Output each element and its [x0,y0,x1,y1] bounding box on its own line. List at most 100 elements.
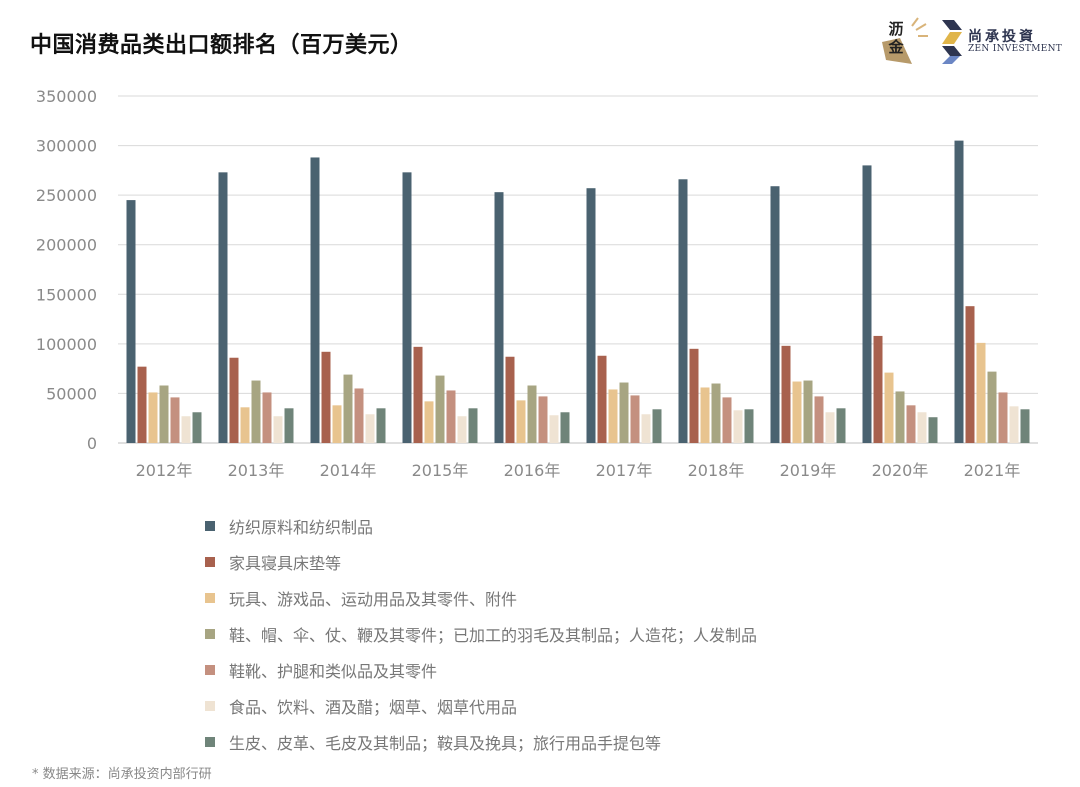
bar [126,200,136,443]
bar [965,306,975,443]
bar [836,408,846,443]
bar [516,400,526,443]
x-tick-label: 2021年 [964,461,1021,480]
bar [976,342,986,443]
bar [159,385,169,443]
bar [494,192,504,443]
legend-swatch [205,737,215,747]
bar-chart: 0 50000 100000 150000 200000 250000 300000 3500… [36,87,1038,480]
lijin-logo-text: 沥金 [888,20,904,56]
bar [652,409,662,443]
legend-label: 鞋靴、护腿和类似品及其零件 [229,662,438,681]
bar [770,186,780,443]
bar [262,392,272,443]
bar [700,387,710,443]
bar [549,415,559,443]
bar [181,416,191,443]
bar [137,366,147,443]
chart-legend: 纺织原料和纺织制品 家具寝具床垫等玩具、游戏品、运动用品及其零件、附件 鞋、帽、伞、… [205,508,757,760]
bar [343,374,353,443]
bar [722,397,732,443]
legend-item: 玩具、游戏品、运动用品及其零件、附件 [205,580,757,616]
y-tick-label: 0 [87,434,97,453]
bar [284,408,294,443]
bar [1020,409,1030,443]
bar [446,390,456,443]
x-tick-label: 2019年 [780,461,837,480]
legend-item: 生皮、皮革、毛皮及其制品；鞍具及挽具；旅行用品手提包等 [205,724,757,760]
bar [711,383,721,443]
footnote: * 数据来源：尚承投资内部行研 [32,767,212,782]
legend-item: 家具寝具床垫等 [205,544,757,580]
legend-item: 纺织原料和纺织制品 [205,508,757,544]
x-tick-label: 2014年 [320,461,377,480]
legend-swatch [205,665,215,675]
x-tick-label: 2017年 [596,461,653,480]
bar [906,405,916,443]
bar [273,416,283,443]
chart-title: 中国消费品类出口额排名（百万美元） [30,33,413,58]
bar [678,179,688,443]
bar [218,172,228,443]
bar [354,388,364,443]
y-tick-label: 300000 [36,137,97,156]
legend-item: 食品、饮料、酒及醋；烟草、烟草代用品 [205,688,757,724]
y-tick-label: 150000 [36,285,97,304]
bar [689,348,699,443]
bar [619,382,629,443]
bar [987,371,997,443]
bar [792,381,802,443]
y-tick-label: 200000 [36,236,97,255]
bar [1009,406,1019,443]
x-tick-label: 2012年 [136,461,193,480]
x-tick-label: 2015年 [412,461,469,480]
x-tick-label: 2016年 [504,461,561,480]
y-tick-label: 350000 [36,87,97,106]
bar [527,385,537,443]
legend-swatch [205,557,215,567]
bar [630,395,640,443]
y-tick-label: 250000 [36,186,97,205]
bar [538,396,548,443]
bar [505,356,515,443]
bar [825,412,835,443]
bar [192,412,202,443]
legend-swatch [205,629,215,639]
bar [895,391,905,443]
bar [240,407,250,443]
bar [917,412,927,443]
zen-investment-logo-en: ZEN INVESTMENT [968,44,1063,54]
legend-label: 纺织原料和纺织制品 [229,518,374,537]
legend-swatch [205,701,215,711]
bar [170,397,180,443]
legend-swatch [205,521,215,531]
legend-item: 鞋、帽、伞、仗、鞭及其零件；已加工的羽毛及其制品；人造花；人发制品 [205,616,757,652]
bar [435,375,445,443]
bar [424,401,434,443]
bar [229,357,239,443]
legend-item: 鞋靴、护腿和类似品及其零件 [205,652,757,688]
legend-label: 生皮、皮革、毛皮及其制品；鞍具及挽具；旅行用品手提包等 [229,734,662,753]
bar [641,414,651,443]
bar [954,140,964,443]
bar [321,351,331,443]
x-tick-label: 2018年 [688,461,745,480]
bar [733,410,743,443]
y-tick-label: 50000 [46,384,97,403]
bar [781,345,791,443]
bar [365,414,375,443]
bar [148,392,158,443]
bar [310,157,320,443]
legend-label: 食品、饮料、酒及醋；烟草、烟草代用品 [229,698,518,717]
bar [744,409,754,443]
legend-label: 家具寝具床垫等 [229,554,342,573]
bar [413,346,423,443]
zen-investment-logo-icon [942,20,962,64]
bar [862,165,872,443]
bar [468,408,478,443]
bar [803,380,813,443]
bar [251,380,261,443]
x-tick-label: 2013年 [228,461,285,480]
zen-investment-logo-cn: 尚承投資 [968,29,1036,45]
bar [814,396,824,443]
